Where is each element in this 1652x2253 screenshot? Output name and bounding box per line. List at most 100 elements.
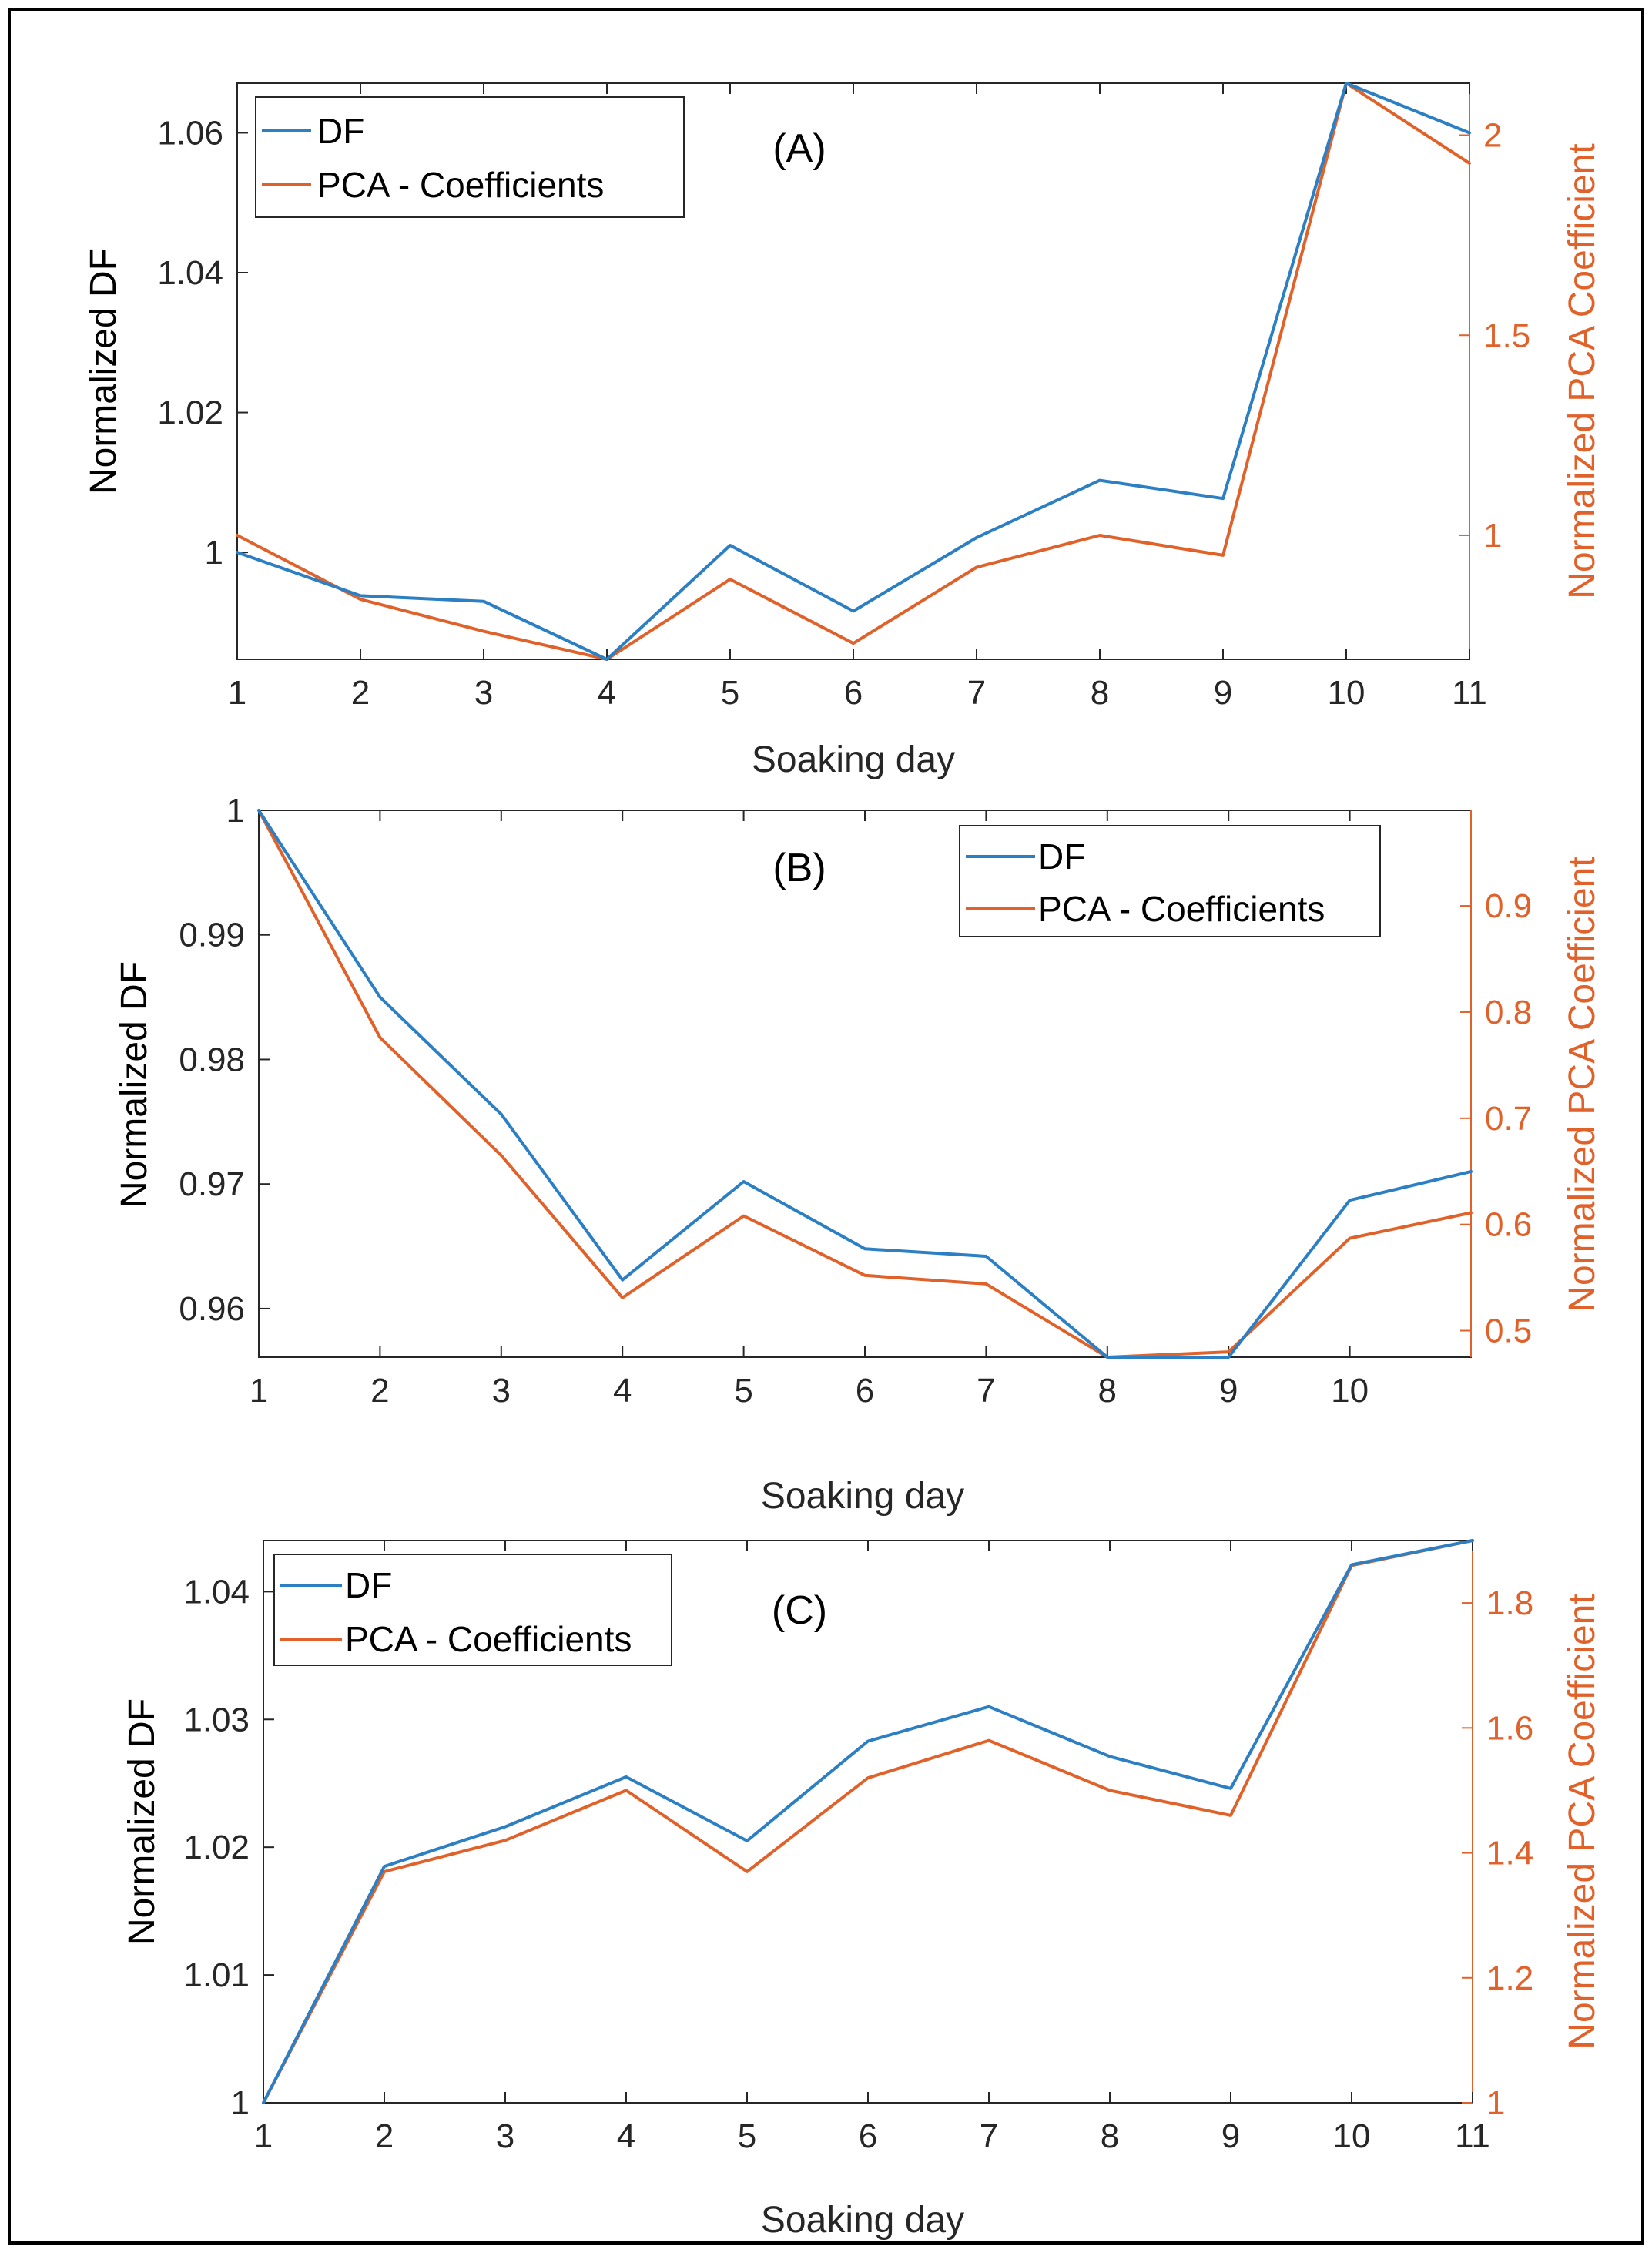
series-layer-b [257,809,1473,1359]
x-ticks-b: 1 2 3 4 5 6 7 8 9 10 [250,810,1369,1410]
x-tick-label: 5 [721,674,739,712]
panel-label-a: (A) [772,126,826,171]
y-tick-label-left: 1.01 [183,1956,250,1994]
y-tick-label-right: 1.6 [1486,1709,1533,1747]
x-tick-label: 4 [598,674,616,712]
data-point-df [1349,1199,1351,1201]
data-point-pca [988,1740,990,1742]
y-tick-label-right: 0.5 [1485,1313,1532,1350]
data-point-df [1222,498,1224,499]
data-point-df [867,1741,869,1742]
data-point-pca [864,1275,866,1276]
data-point-df [384,1866,385,1867]
x-ticks-a: 1 2 3 4 5 6 7 8 9 10 11 [228,83,1487,712]
data-point-pca [1099,535,1101,536]
x-tick-label: 5 [738,2117,756,2155]
data-point-pca [1349,1238,1351,1239]
data-point-df [360,595,361,596]
x-tick-label: 10 [1333,2117,1371,2155]
data-point-pca [746,1871,748,1872]
y-ticks-right-c: 1 1.2 1.4 1.6 1.8 [1462,1541,1533,2122]
legend-c: DF PCA - Coefficients [273,1554,672,1666]
y-ticks-left-b: 0.96 0.97 0.98 0.99 1 [179,792,270,1328]
data-point-df [1228,1356,1229,1358]
y-tick-label-right: 1.8 [1486,1584,1533,1622]
y-axis-label-left-c: Normalized DF [122,1698,163,1945]
series-layer-c [262,1539,1474,2104]
data-point-df [625,1776,627,1778]
data-point-df [622,1279,623,1281]
x-tick-label: 10 [1328,674,1365,712]
data-point-pca [743,1215,745,1217]
figure-border [8,8,1644,2245]
x-tick-label: 1 [228,674,246,712]
data-point-pca [622,1297,623,1299]
x-tick-label: 1 [254,2117,273,2155]
data-point-pca [1228,1351,1229,1353]
y-tick-label-right: 2 [1483,117,1502,155]
y-tick-label-right: 0.8 [1485,994,1532,1031]
x-tick-label: 1 [250,1372,268,1410]
legend-label-df-a: DF [317,111,364,151]
data-point-pca [384,1871,385,1872]
legend-label-pca-b: PCA - Coefficients [1038,889,1325,929]
legend-label-pca-a: PCA - Coefficients [317,165,604,205]
series-layer-a [236,82,1471,661]
data-point-pca [236,535,238,536]
y-tick-label-right: 0.7 [1485,1100,1532,1138]
data-point-df [729,545,731,546]
y-ticks-left-a: 1 1.02 1.04 1.06 [157,114,248,572]
panel-label-c: (C) [772,1588,827,1633]
y-tick-label-left: 1.02 [183,1829,250,1866]
x-tick-label: 10 [1331,1372,1369,1410]
chart-panel-c: 1 1.01 1.02 1.03 1.04 1 1.2 1.4 1.6 1.8 1 2 3 4 5 6 7 8… [122,1539,1603,2241]
y-tick-label-right: 1.5 [1483,317,1530,354]
data-point-pca [729,578,731,580]
data-point-df [263,2102,264,2104]
x-tick-label: 3 [496,2117,514,2155]
legend-label-df-b: DF [1038,836,1085,877]
x-tick-label: 8 [1098,1372,1117,1410]
x-tick-label: 7 [977,1372,995,1410]
x-tick-label: 9 [1221,2117,1240,2155]
data-point-df [236,552,238,553]
x-tick-label: 2 [375,2117,394,2155]
y-tick-label-left: 1.03 [183,1701,250,1738]
y-tick-label-left: 1 [205,534,223,572]
y-tick-label-left: 1.02 [157,394,223,432]
legend-box-b [959,825,1381,937]
y-tick-label-left: 1.06 [157,114,223,152]
data-point-df [504,1826,506,1828]
x-tick-label: 6 [859,2117,877,2155]
y-axis-label-left-b: Normalized DF [114,961,155,1208]
x-tick-label: 11 [1455,2117,1490,2155]
data-point-pca [625,1789,627,1791]
x-tick-label: 7 [967,674,986,712]
legend-box-a [255,96,685,218]
x-tick-label: 6 [844,674,863,712]
legend-box-c [273,1554,672,1666]
chart-panel-a: 11.021.041.06 11.52 1 2 3 4 5 6 7 8 9 10 11 (A) So… [83,82,1603,780]
data-point-df [853,610,854,612]
y-tick-label-left: 1.04 [157,254,223,292]
legend-label-df-c: DF [345,1565,392,1605]
x-tick-label: 2 [351,674,370,712]
data-point-df [1109,1755,1111,1757]
y-tick-label-right: 1.4 [1486,1835,1533,1872]
data-point-pca [1109,1789,1111,1791]
y-axis-label-right-c: Normalized PCA Coefficient [1562,1594,1603,2049]
x-tick-label: 2 [370,1372,389,1410]
data-point-df [1345,82,1347,84]
x-tick-label: 8 [1101,2117,1119,2155]
x-ticks-c: 1 2 3 4 5 6 7 8 9 10 11 [254,1541,1490,2155]
y-axis-label-right-b: Normalized PCA Coefficient [1562,857,1603,1312]
data-point-df [258,810,260,811]
y-tick-label-right: 1.2 [1486,1960,1533,1997]
x-axis-label-a: Soaking day [752,739,955,780]
data-point-df [1469,132,1470,133]
x-axis-label-c: Soaking day [761,2200,964,2241]
y-tick-label-left: 0.96 [179,1290,245,1328]
x-tick-label: 5 [734,1372,752,1410]
x-tick-label: 4 [613,1372,632,1410]
